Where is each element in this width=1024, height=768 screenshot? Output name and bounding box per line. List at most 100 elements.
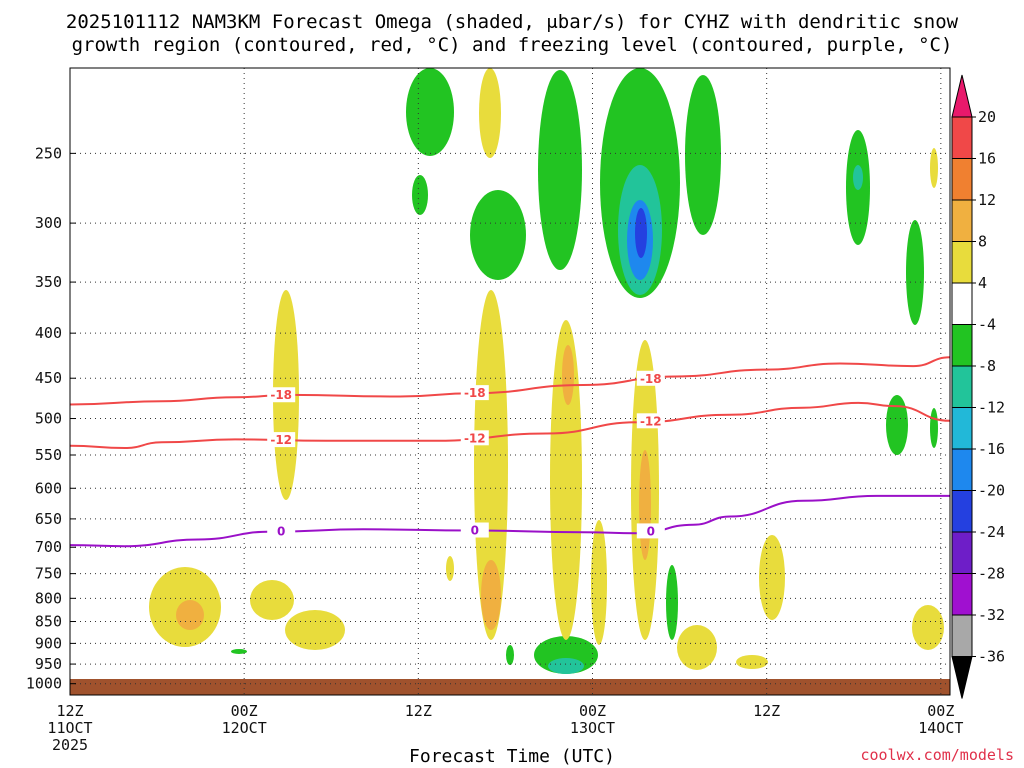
- y-tick-label-400: 400: [35, 324, 62, 342]
- x-tick-label-1-1: 12OCT: [222, 719, 267, 737]
- omega-shade: [231, 649, 247, 654]
- omega-shade: [736, 655, 768, 669]
- x-tick-label-2-0: 12Z: [405, 702, 432, 720]
- credit-link[interactable]: coolwx.com/models: [860, 746, 1014, 764]
- x-tick-label-4-0: 12Z: [753, 702, 780, 720]
- contour-label-bg: [460, 385, 489, 401]
- contour-label-bg: [460, 430, 489, 446]
- contour-line-1: [69, 401, 951, 450]
- colorbar-bottom-triangle: [951, 656, 973, 699]
- x-tick-label-3-0: 00Z: [579, 702, 606, 720]
- omega-shade: [506, 645, 514, 665]
- y-tick-label-450: 450: [35, 369, 62, 387]
- y-tick-label-900: 900: [35, 634, 62, 652]
- y-tick-label-950: 950: [35, 655, 62, 673]
- colorbar-swatch-13: [951, 614, 973, 657]
- y-tick-label-550: 550: [35, 446, 62, 464]
- omega-shade: [906, 220, 924, 325]
- contour-label-bg: [460, 522, 489, 538]
- colorbar-swatch-1: [951, 116, 973, 159]
- omega-shade: [886, 395, 908, 455]
- omega-shade: [176, 600, 204, 630]
- colorbar-label-9: -20: [978, 482, 1005, 500]
- colorbar-label-8: -16: [978, 440, 1005, 458]
- y-tick-label-800: 800: [35, 589, 62, 607]
- colorbar-swatch-9: [951, 448, 973, 491]
- y-tick-label-750: 750: [35, 565, 62, 583]
- colorbar-label-1: 16: [978, 150, 996, 168]
- contour-label-2-0: 0: [277, 524, 285, 538]
- omega-shade: [562, 345, 574, 405]
- omega-shade: [406, 68, 454, 156]
- y-tick-label-500: 500: [35, 410, 62, 428]
- contour-label-bg: [267, 523, 296, 539]
- x-tick-label-0-2: 2025: [52, 736, 88, 754]
- contour-label-2-2: 0: [647, 524, 655, 538]
- omega-shade: [481, 560, 501, 630]
- colorbar-swatch-5: [951, 282, 973, 325]
- colorbar-swatch-7: [951, 365, 973, 408]
- x-tick-label-0-0: 12Z: [56, 702, 83, 720]
- contour-line-0: [69, 356, 951, 406]
- colorbar-swatch-10: [951, 490, 973, 533]
- x-tick-label-5-0: 00Z: [927, 702, 954, 720]
- omega-shade: [759, 535, 785, 620]
- colorbar-label-0: 20: [978, 108, 996, 126]
- colorbar-top-triangle: [951, 74, 973, 118]
- x-tick-label-3-1: 13OCT: [570, 719, 615, 737]
- y-tick-label-350: 350: [35, 273, 62, 291]
- contour-label-bg: [636, 370, 665, 386]
- omega-shade: [591, 520, 607, 645]
- contour-label-bg: [636, 413, 665, 429]
- colorbar-label-11: -28: [978, 565, 1005, 583]
- omega-shade: [635, 208, 647, 258]
- y-tick-label-300: 300: [35, 214, 62, 232]
- omega-shade: [470, 190, 526, 280]
- omega-shade: [666, 565, 678, 640]
- omega-shade: [538, 70, 582, 270]
- y-tick-label-1000: 1000: [26, 675, 62, 693]
- colorbar-swatch-2: [951, 158, 973, 201]
- colorbar: 20 16 12 8 4 -4 -8 -12 -16 -20 -24 -28 -32 -36: [951, 74, 1005, 699]
- omega-shade: [548, 658, 584, 674]
- y-tick-label-250: 250: [35, 144, 62, 162]
- colorbar-label-3: 8: [978, 233, 987, 251]
- colorbar-label-12: -32: [978, 606, 1005, 624]
- contour-label-1-1: -12: [464, 431, 486, 445]
- ground-terrain: [70, 679, 950, 695]
- contour-label-1-2: -12: [640, 414, 662, 428]
- omega-shade: [474, 290, 508, 640]
- y-axis: 250 300 350 400 450 500 550 600 650 700 750 800 850 9…: [26, 144, 76, 693]
- omega-shade: [479, 68, 501, 158]
- x-axis-label: Forecast Time (UTC): [409, 746, 615, 767]
- colorbar-swatch-12: [951, 573, 973, 616]
- omega-shade: [912, 605, 944, 650]
- contour-label-bg: [267, 387, 296, 403]
- contour-label-0-1: -18: [464, 386, 486, 400]
- contour-line-2: [69, 494, 950, 548]
- colorbar-swatch-6: [951, 324, 973, 367]
- colorbar-label-13: -36: [978, 648, 1005, 666]
- colorbar-swatch-3: [951, 199, 973, 242]
- x-tick-label-5-1: 14OCT: [918, 719, 963, 737]
- x-tick-label-1-0: 00Z: [231, 702, 258, 720]
- contour-label-0-2: -18: [640, 372, 662, 386]
- omega-shade: [412, 175, 428, 215]
- y-tick-label-600: 600: [35, 479, 62, 497]
- omega-shade: [285, 610, 345, 650]
- colorbar-label-6: -8: [978, 357, 996, 375]
- colorbar-label-5: -4: [978, 316, 996, 334]
- colorbar-swatch-4: [951, 241, 973, 284]
- y-tick-label-700: 700: [35, 538, 62, 556]
- plot-frame: [69, 67, 951, 696]
- colorbar-swatch-11: [951, 531, 973, 574]
- colorbar-label-4: 4: [978, 274, 987, 292]
- contour-label-2-1: 0: [471, 524, 479, 538]
- omega-shade: [639, 450, 651, 560]
- omega-shade: [550, 320, 582, 640]
- omega-shade: [685, 75, 721, 235]
- y-tick-label-850: 850: [35, 613, 62, 631]
- contour-label-0-0: -18: [270, 388, 292, 402]
